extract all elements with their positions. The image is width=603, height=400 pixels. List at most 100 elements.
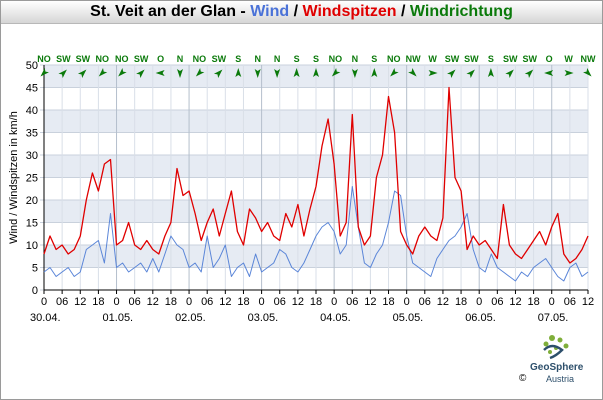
date-label: 02.05. (175, 312, 206, 324)
x-tick-label: 06 (346, 296, 358, 308)
date-label: 30.04. (30, 312, 61, 324)
title-place: St. Veit an der Glan (90, 3, 236, 20)
x-tick-label: 0 (476, 296, 482, 308)
wind-direction-label: O (546, 54, 553, 64)
wind-direction-arrow-icon (351, 69, 358, 78)
wind-direction-label: SW (445, 54, 460, 64)
x-tick-label: 12 (364, 296, 376, 308)
wind-direction-label: SW (134, 54, 149, 64)
title-wind-legend: Wind (250, 3, 290, 20)
wind-direction-arrow-icon (77, 69, 87, 78)
y-tick-label: 50 (26, 60, 38, 72)
x-tick-label: 0 (259, 296, 265, 308)
wind-direction-arrow-icon (58, 69, 67, 78)
y-tick-label: 40 (26, 105, 38, 117)
wind-direction-label: N (274, 54, 281, 64)
logo-name: GeoSphere (530, 362, 584, 373)
x-tick-label: 06 (564, 296, 576, 308)
x-tick-label: 18 (382, 296, 394, 308)
x-tick-label: 06 (419, 296, 431, 308)
geosphere-logo-icon (543, 335, 569, 360)
wind-direction-label: S (488, 54, 494, 64)
wind-direction-label: SW (464, 54, 479, 64)
logo-copyright: © (519, 373, 527, 384)
title-slash-1: / (289, 3, 303, 20)
x-tick-label: 06 (274, 296, 286, 308)
wind-direction-arrow-icon (195, 68, 205, 77)
wind-direction-label: NO (37, 54, 51, 64)
y-tick-label: 45 (26, 83, 38, 95)
wind-direction-label: NO (115, 54, 129, 64)
wind-direction-arrow-icon (213, 69, 223, 78)
wind-direction-label: W (428, 54, 437, 64)
wind-direction-label: O (157, 54, 164, 64)
x-tick-label: 0 (404, 296, 410, 308)
x-tick-label: 06 (56, 296, 68, 308)
y-tick-label: 25 (26, 173, 38, 185)
y-tick-label: 20 (26, 195, 38, 207)
x-tick-label: 0 (331, 296, 337, 308)
wind-direction-label: NO (96, 54, 110, 64)
chart-title: St. Veit an der Glan - Wind / Windspitze… (0, 3, 603, 21)
date-label: 03.05. (248, 312, 279, 324)
x-tick-label: 18 (165, 296, 177, 308)
wind-direction-label: NO (329, 54, 343, 64)
wind-direction-arrow-icon (136, 69, 145, 78)
wind-direction-arrow-icon (40, 68, 49, 77)
x-tick-label: 12 (74, 296, 86, 308)
y-tick-label: 5 (32, 263, 38, 275)
y-tick-label: 30 (26, 150, 38, 162)
wind-direction-arrow-icon (177, 69, 183, 78)
wind-direction-arrow-icon (274, 69, 281, 78)
wind-direction-arrow-icon (118, 68, 127, 77)
gust-series-line (43, 86, 589, 264)
x-tick-label: 0 (113, 296, 119, 308)
wind-direction-label: S (235, 54, 241, 64)
wind-direction-arrow-icon (371, 68, 378, 77)
wind-direction-label: SW (212, 54, 227, 64)
wind-direction-arrow-icon (447, 69, 456, 78)
title-bar (1, 1, 602, 24)
title-direction-legend: Windrichtung (409, 3, 513, 20)
y-tick-label: 0 (32, 285, 38, 297)
y-axis-label: Wind / Windspitzen in km/h (8, 111, 20, 244)
wind-direction-label: NO (387, 54, 401, 64)
wind-direction-label: NW (581, 54, 596, 64)
date-label: 01.05. (103, 312, 134, 324)
wind-direction-arrow-icon (524, 69, 534, 78)
wind-direction-arrow-icon (544, 70, 554, 76)
wind-direction-arrow-icon (466, 69, 475, 78)
wind-direction-arrow-icon (428, 70, 438, 76)
wind-direction-label: SW (56, 54, 71, 64)
x-tick-label: 12 (292, 296, 304, 308)
x-tick-label: 06 (491, 296, 503, 308)
x-tick-label: 12 (509, 296, 521, 308)
x-tick-label: 18 (455, 296, 467, 308)
wind-direction-label: S (313, 54, 319, 64)
title-slash-2: / (396, 3, 410, 20)
x-tick-label: 18 (92, 296, 104, 308)
y-tick-label: 10 (26, 240, 38, 252)
wind-direction-label: S (371, 54, 377, 64)
wind-series-line (43, 186, 589, 282)
date-label: 07.05. (538, 312, 569, 324)
x-tick-label: 12 (147, 296, 159, 308)
y-tick-label: 35 (26, 128, 38, 140)
wind-direction-arrow-icon (408, 68, 417, 77)
y-tick-label: 15 (26, 218, 38, 230)
wind-direction-label: N (254, 54, 261, 64)
wind-direction-label: N (352, 54, 359, 64)
wind-direction-arrow-icon (583, 68, 592, 77)
wind-direction-arrow-icon (155, 70, 165, 76)
wind-direction-arrow-icon (390, 68, 399, 77)
title-separator: - (235, 3, 251, 20)
date-label: 05.05. (393, 312, 424, 324)
wind-direction-arrow-icon (293, 68, 300, 77)
wind-direction-label: SW (76, 54, 91, 64)
wind-direction-label: NW (406, 54, 421, 64)
date-label: 06.05. (465, 312, 496, 324)
wind-direction-label: N (177, 54, 184, 64)
wind-direction-arrow-icon (98, 68, 108, 77)
x-tick-label: 12 (582, 296, 594, 308)
